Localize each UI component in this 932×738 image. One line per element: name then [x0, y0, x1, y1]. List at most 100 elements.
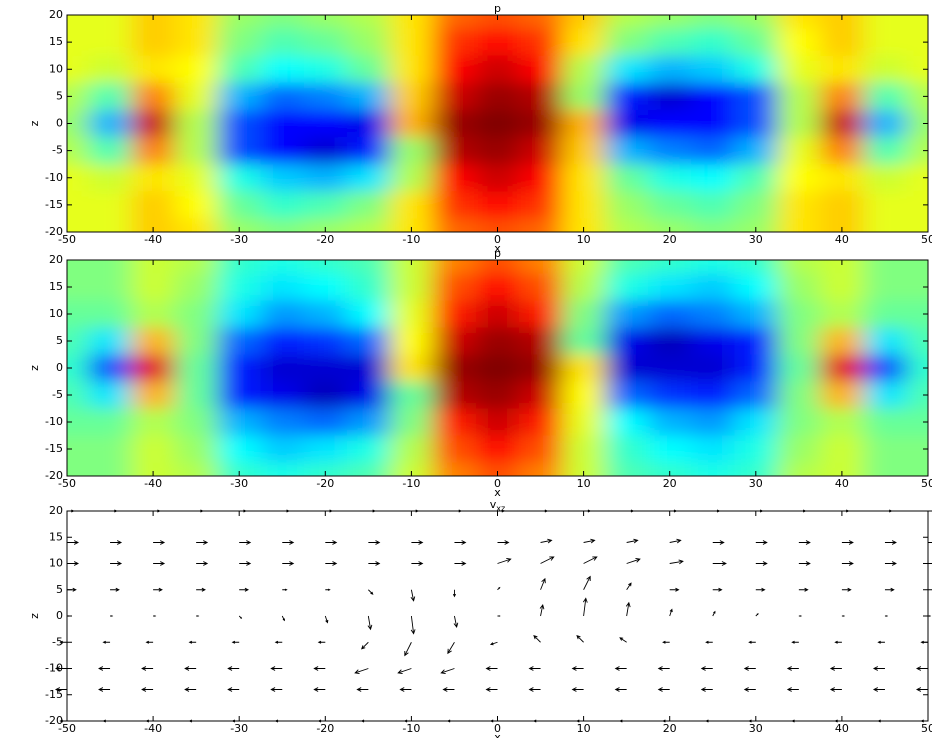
contour-cell	[648, 355, 692, 383]
contour-cell	[347, 110, 391, 138]
contour-cell	[519, 328, 563, 356]
contour-cell	[691, 164, 735, 192]
contour-cell	[820, 137, 864, 165]
contour-cell	[390, 110, 434, 138]
contour-cell	[390, 382, 434, 410]
chart-title: vxz	[490, 498, 505, 513]
arrow	[99, 667, 110, 671]
contour-cell	[519, 83, 563, 111]
arrow	[706, 641, 713, 643]
arrow	[534, 636, 541, 643]
contour-cell	[304, 56, 348, 84]
contour-cell	[476, 301, 520, 329]
contour-cell	[605, 164, 649, 192]
contour-cell	[777, 328, 821, 356]
contour-cell	[605, 230, 649, 274]
contour-cell	[605, 382, 649, 410]
x-tick-label: 40	[835, 233, 849, 246]
contour-cell	[562, 382, 606, 410]
contour-cell	[519, 164, 563, 192]
arrow	[325, 541, 336, 545]
contour-cell	[433, 56, 477, 84]
contour-cell	[304, 301, 348, 329]
arrow	[788, 688, 799, 692]
y-tick-label: 5	[56, 583, 63, 596]
arrow	[282, 589, 286, 591]
arrow	[663, 641, 670, 643]
arrow	[659, 667, 670, 671]
contour-cell	[218, 301, 262, 329]
contour-cell	[863, 355, 907, 383]
contour-cell	[476, 137, 520, 165]
contour-cell	[734, 409, 778, 437]
contour-cell	[347, 218, 391, 262]
title-subscript: xz	[496, 504, 505, 513]
arrow	[110, 541, 121, 545]
contour-cell	[519, 230, 563, 274]
y-tick-label: 0	[56, 609, 63, 622]
x-tick-label: 40	[835, 477, 849, 490]
y-tick-label: 10	[49, 307, 63, 320]
contour-cell	[777, 409, 821, 437]
y-tick-label: -20	[45, 469, 63, 482]
x-tick-label: -30	[230, 477, 248, 490]
contour-cell	[863, 110, 907, 138]
arrow	[282, 541, 293, 545]
contour-cell	[89, 274, 133, 302]
x-tick-label: 10	[577, 477, 591, 490]
arrow	[411, 590, 415, 601]
arrow	[530, 688, 541, 692]
arrow	[228, 688, 239, 692]
contour-cell	[648, 328, 692, 356]
arrow	[498, 558, 511, 563]
contour-cell	[304, 436, 348, 464]
arrow	[620, 638, 627, 642]
arrow	[185, 667, 196, 671]
arrow	[842, 541, 853, 545]
contour-cell	[433, 230, 477, 274]
contour-cell	[476, 29, 520, 57]
contour-cell	[390, 137, 434, 165]
x-tick-label: -40	[144, 233, 162, 246]
contour-cell	[863, 56, 907, 84]
arrow	[745, 667, 756, 671]
arrow	[917, 688, 928, 692]
contour-cell	[433, 382, 477, 410]
arrow	[441, 669, 454, 674]
panel: -50-40-30-20-1001020304050-20-15-10-5051…	[28, 498, 932, 738]
arrow	[577, 636, 584, 643]
arrow	[271, 688, 282, 692]
y-tick-label: -20	[45, 225, 63, 238]
arrow	[541, 557, 554, 564]
contour-cell	[390, 409, 434, 437]
arrow	[584, 577, 591, 590]
contour-cell	[132, 110, 176, 138]
contour-cell	[89, 137, 133, 165]
contour-cell	[519, 56, 563, 84]
contour-cell	[777, 230, 821, 274]
contour-cell	[562, 110, 606, 138]
x-tick-label: 20	[663, 233, 677, 246]
contour-cell	[261, 218, 305, 262]
contour-cell	[691, 56, 735, 84]
arrow	[874, 667, 885, 671]
contour-cell	[820, 83, 864, 111]
contour-cell	[347, 328, 391, 356]
arrow	[110, 616, 112, 617]
arrow	[498, 541, 509, 545]
arrow	[110, 588, 119, 591]
contour-cell	[347, 409, 391, 437]
contour-cell	[175, 355, 219, 383]
arrow	[713, 612, 715, 616]
contour-cell	[175, 230, 219, 274]
x-tick-label: -20	[316, 233, 334, 246]
arrow	[713, 588, 722, 591]
contour-cell	[820, 110, 864, 138]
arrow	[153, 562, 164, 566]
contour-cell	[304, 409, 348, 437]
contour-cell	[261, 56, 305, 84]
contour-cell	[691, 137, 735, 165]
y-axis-label: z	[28, 365, 41, 371]
contour-cell	[347, 29, 391, 57]
contour-cell	[261, 29, 305, 57]
